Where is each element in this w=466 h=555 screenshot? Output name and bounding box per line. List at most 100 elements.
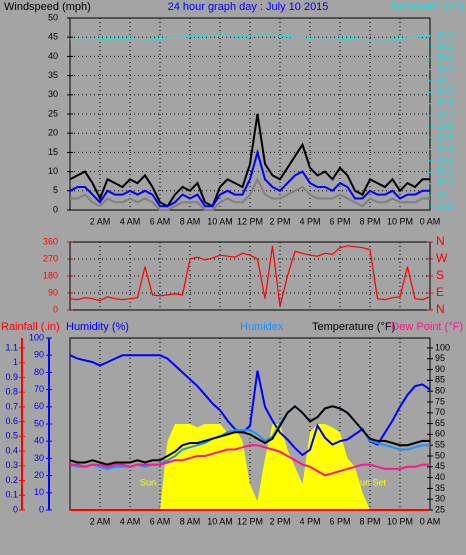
y-tick-label: 360 [43,236,58,246]
y-tick-label: 0.2 [5,475,18,485]
y-tick-label: 90 [48,287,58,297]
series-line [70,34,430,41]
y-tick-label: 40 [48,51,58,61]
y-tick-label: 10 [34,487,44,497]
y-tick-label: 30 [437,75,447,85]
y-tick-label: 30.3 [437,41,455,51]
y-tick-label: 45 [435,461,445,471]
barometer-axis-label: Barometer (.in) [391,1,464,13]
annotation: Sun Set [354,477,387,487]
series-line [69,245,431,307]
y-tick-label: 20 [34,470,44,480]
y-tick-label: 28.9 [437,201,455,211]
x-tick-label: 2 PM [269,216,290,226]
legend-dew-point: Dew Point (°F) [391,321,463,333]
x-tick-label: 8 AM [180,216,201,226]
y-tick-label: 90 [435,364,445,374]
x-tick-label: 4 PM [299,216,320,226]
x-tick-label: 10 AM [207,516,233,526]
y-tick-label: 35 [435,483,445,493]
y-tick-label: 29.8 [437,98,455,108]
y-tick-label: 15 [48,147,58,157]
y-tick-label: 0.4 [5,445,18,455]
y-tick-label: 75 [435,396,445,406]
y-tick-label: 0 [39,504,44,514]
annotation: Sun [140,477,156,487]
y-tick-label: 40 [34,436,44,446]
x-tick-label: 6 PM [329,516,350,526]
y-tick-label: 25 [435,504,445,514]
y-tick-label: 29.2 [437,167,455,177]
y-tick-label: 55 [435,440,445,450]
y-tick-label: 40 [435,472,445,482]
legend-rain: Rainfall (.in) [1,321,60,333]
y-tick-label: 0.3 [5,460,18,470]
x-tick-label: 8 AM [180,516,201,526]
y-tick-label: 70 [34,384,44,394]
y-tick-label: 25 [48,108,58,118]
y-tick-label: 50 [34,418,44,428]
y-tick-label: 29.3 [437,155,455,165]
y-tick-label: 90 [34,350,44,360]
legend-humidity: Humidity (%) [66,321,129,333]
y-tick-label: 29.4 [437,144,455,154]
y-tick-label: 1 [13,357,18,367]
y-tick-label: 45 [48,32,58,42]
x-tick-label: 6 AM [150,216,171,226]
y-tick-label: 0 [53,304,58,314]
y-tick-label: 0.9 [5,372,18,382]
y-tick-label: W [436,251,448,265]
x-tick-label: 4 AM [120,516,141,526]
y-tick-label: E [436,285,444,299]
y-tick-label: 35 [48,70,58,80]
y-tick-label: 30 [435,494,445,504]
x-tick-label: 12 PM [237,516,263,526]
y-tick-label: 270 [43,253,58,263]
y-tick-label: 95 [435,353,445,363]
x-tick-label: 0 AM [420,516,441,526]
x-tick-label: 12 PM [237,216,263,226]
series-line [69,113,430,208]
series-line [70,444,430,477]
y-tick-label: 60 [435,429,445,439]
wind-axis-label: Windspeed (mph) [4,1,91,13]
y-tick-label: 30 [48,89,58,99]
x-tick-label: 4 AM [120,216,141,226]
y-tick-label: 29.9 [437,87,455,97]
x-tick-label: 6 AM [150,516,171,526]
y-tick-label: 1.1 [5,342,18,352]
y-tick-label: 80 [435,386,445,396]
y-tick-label: 180 [43,270,58,280]
y-tick-label: 30 [34,453,44,463]
series-line [69,148,430,208]
y-tick-label: 20 [48,128,58,138]
y-tick-label: 0.5 [5,431,18,441]
y-tick-label: 0 [53,204,58,214]
y-tick-label: S [436,268,444,282]
x-tick-label: 10 PM [387,216,413,226]
series-line [70,177,430,211]
y-tick-label: N [436,302,445,316]
x-tick-label: 8 PM [359,516,380,526]
y-tick-label: 60 [34,401,44,411]
y-tick-label: 50 [435,450,445,460]
y-tick-label: 5 [53,185,58,195]
chart-title: 24 hour graph day : July 10 2015 [168,1,329,13]
y-tick-label: 80 [34,367,44,377]
x-tick-label: 10 AM [207,216,233,226]
series-line [69,404,430,466]
y-tick-label: 29.5 [437,132,455,142]
y-tick-label: 65 [435,418,445,428]
y-tick-label: 85 [435,375,445,385]
x-tick-label: 0 AM [420,216,441,226]
y-tick-label: 0 [13,504,18,514]
y-tick-label: N [436,234,445,248]
y-tick-label: 30.2 [437,52,455,62]
solar-area [70,424,430,510]
y-tick-label: 29.7 [437,110,455,120]
y-tick-label: 100 [435,342,450,352]
y-tick-label: 30.1 [437,64,455,74]
y-tick-label: 30.4 [437,30,455,40]
y-tick-label: 0.7 [5,401,18,411]
